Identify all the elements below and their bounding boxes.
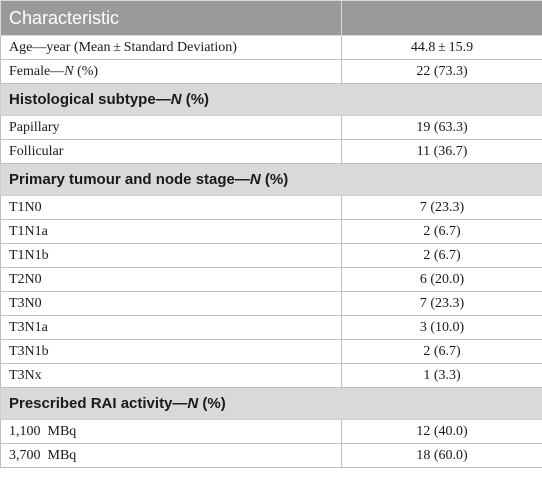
row-value: 12 (40.0): [341, 419, 542, 444]
section-label-suffix: (%): [198, 395, 226, 412]
row-label: Age—year (Mean ± Standard Deviation): [0, 35, 342, 60]
row-label-text: Papillary: [9, 119, 60, 135]
table-row: T1N1b 2 (6.7): [0, 243, 542, 268]
row-value: 2 (6.7): [341, 243, 542, 268]
row-value: 7 (23.3): [341, 291, 542, 316]
row-label: Follicular: [0, 139, 342, 164]
row-value: 7 (23.3): [341, 195, 542, 220]
table-row: T1N0 7 (23.3): [0, 195, 542, 220]
section-label: Prescribed RAI activity—N (%): [0, 387, 542, 420]
table-row: Follicular 11 (36.7): [0, 139, 542, 164]
section-label-italic: N: [249, 171, 261, 188]
section-label-italic: N: [170, 91, 182, 108]
section-label-text: Prescribed RAI activity—: [9, 395, 188, 412]
row-value: 11 (36.7): [341, 139, 542, 164]
table-row: 3,700 MBq 18 (60.0): [0, 443, 542, 468]
table-row: 1,100 MBq 12 (40.0): [0, 419, 542, 444]
section-header-row: Histological subtype—N (%): [0, 83, 542, 116]
row-label: T2N0: [0, 267, 342, 292]
row-label-text: T1N1b: [9, 247, 49, 263]
table-row: Age—year (Mean ± Standard Deviation) 44.8…: [0, 35, 542, 60]
table-row: Female—N (%) 22 (73.3): [0, 59, 542, 84]
row-value: 2 (6.7): [341, 219, 542, 244]
row-label-text: Female—: [9, 63, 65, 79]
row-label-text: T3N1a: [9, 319, 48, 335]
row-label: T1N1a: [0, 219, 342, 244]
row-label-text: 1,100 MBq: [9, 423, 77, 439]
row-value: 18 (60.0): [341, 443, 542, 468]
row-label: T3N0: [0, 291, 342, 316]
section-label: Histological subtype—N (%): [0, 83, 542, 116]
row-value: 3 (10.0): [341, 315, 542, 340]
row-label: 1,100 MBq: [0, 419, 342, 444]
row-label-text: Follicular: [9, 143, 64, 159]
table-body: Age—year (Mean ± Standard Deviation) 44.8…: [0, 35, 542, 468]
table-row: T3N1b 2 (6.7): [0, 339, 542, 364]
table-row: T1N1a 2 (6.7): [0, 219, 542, 244]
section-label-text: Histological subtype—: [9, 91, 171, 108]
section-header-row: Primary tumour and node stage—N (%): [0, 163, 542, 196]
row-label-suffix: (%): [73, 63, 99, 79]
row-label: T1N1b: [0, 243, 342, 268]
row-value: 6 (20.0): [341, 267, 542, 292]
row-label-text: T3Nx: [9, 367, 42, 383]
row-label: T1N0: [0, 195, 342, 220]
header-characteristic: Characteristic: [0, 0, 342, 36]
row-label-text: T3N1b: [9, 343, 49, 359]
row-label: Female—N (%): [0, 59, 342, 84]
row-label-text: Age—year (Mean ± Standard Deviation): [9, 39, 237, 55]
table-row: T3N1a 3 (10.0): [0, 315, 542, 340]
row-value: 44.8 ± 15.9: [341, 35, 542, 60]
section-label: Primary tumour and node stage—N (%): [0, 163, 542, 196]
header-value: [341, 0, 542, 36]
row-value: 22 (73.3): [341, 59, 542, 84]
row-value: 2 (6.7): [341, 339, 542, 364]
row-label-text: 3,700 MBq: [9, 447, 77, 463]
section-label-text: Primary tumour and node stage—: [9, 171, 250, 188]
row-label: T3N1b: [0, 339, 342, 364]
row-label: T3Nx: [0, 363, 342, 388]
table-row: T2N0 6 (20.0): [0, 267, 542, 292]
characteristics-table: Characteristic Age—year (Mean ± Standard…: [0, 0, 542, 468]
table-row: T3N0 7 (23.3): [0, 291, 542, 316]
row-value: 1 (3.3): [341, 363, 542, 388]
row-label-text: T3N0: [9, 295, 42, 311]
row-label-text: T1N0: [9, 199, 42, 215]
row-label-text: T2N0: [9, 271, 42, 287]
row-label-text: T1N1a: [9, 223, 48, 239]
section-header-row: Prescribed RAI activity—N (%): [0, 387, 542, 420]
section-label-italic: N: [187, 395, 199, 412]
row-value: 19 (63.3): [341, 115, 542, 140]
row-label-italic: N: [64, 63, 74, 79]
section-label-suffix: (%): [181, 91, 210, 108]
row-label: T3N1a: [0, 315, 342, 340]
section-label-suffix: (%): [260, 171, 289, 188]
row-label: Papillary: [0, 115, 342, 140]
row-label: 3,700 MBq: [0, 443, 342, 468]
table-header-row: Characteristic: [0, 0, 542, 36]
table-row: T3Nx 1 (3.3): [0, 363, 542, 388]
table-row: Papillary 19 (63.3): [0, 115, 542, 140]
